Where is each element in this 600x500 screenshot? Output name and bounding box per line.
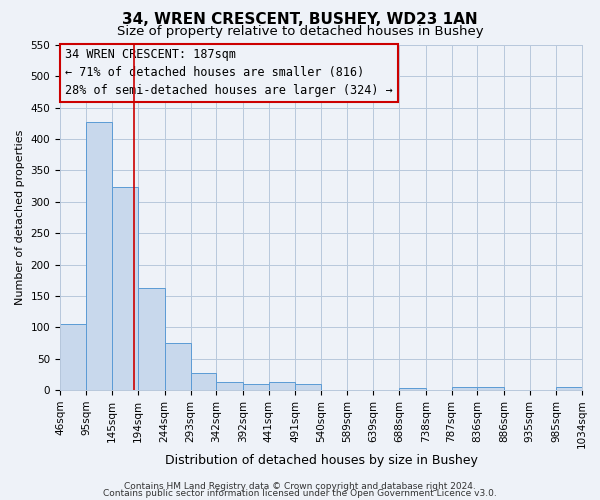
Text: 34, WREN CRESCENT, BUSHEY, WD23 1AN: 34, WREN CRESCENT, BUSHEY, WD23 1AN (122, 12, 478, 28)
Bar (399, 388, 425, 390)
X-axis label: Distribution of detached houses by size in Bushey: Distribution of detached houses by size … (164, 454, 478, 467)
Bar (138, 288, 164, 390)
Bar (269, 382, 295, 390)
Bar (295, 384, 321, 390)
Text: Size of property relative to detached houses in Bushey: Size of property relative to detached ho… (116, 25, 484, 38)
Bar (191, 373, 217, 390)
Text: Contains HM Land Registry data © Crown copyright and database right 2024.: Contains HM Land Registry data © Crown c… (124, 482, 476, 491)
Bar (478, 387, 504, 390)
Bar (452, 387, 478, 390)
Text: 34 WREN CRESCENT: 187sqm
← 71% of detached houses are smaller (816)
28% of semi-: 34 WREN CRESCENT: 187sqm ← 71% of detach… (65, 48, 393, 98)
Bar (86, 122, 112, 390)
Bar (112, 188, 138, 390)
Y-axis label: Number of detached properties: Number of detached properties (15, 130, 25, 305)
Bar (60, 324, 86, 390)
Bar (164, 343, 191, 390)
Bar (243, 384, 269, 390)
Bar (217, 382, 243, 390)
Text: Contains public sector information licensed under the Open Government Licence v3: Contains public sector information licen… (103, 489, 497, 498)
Bar (556, 387, 582, 390)
